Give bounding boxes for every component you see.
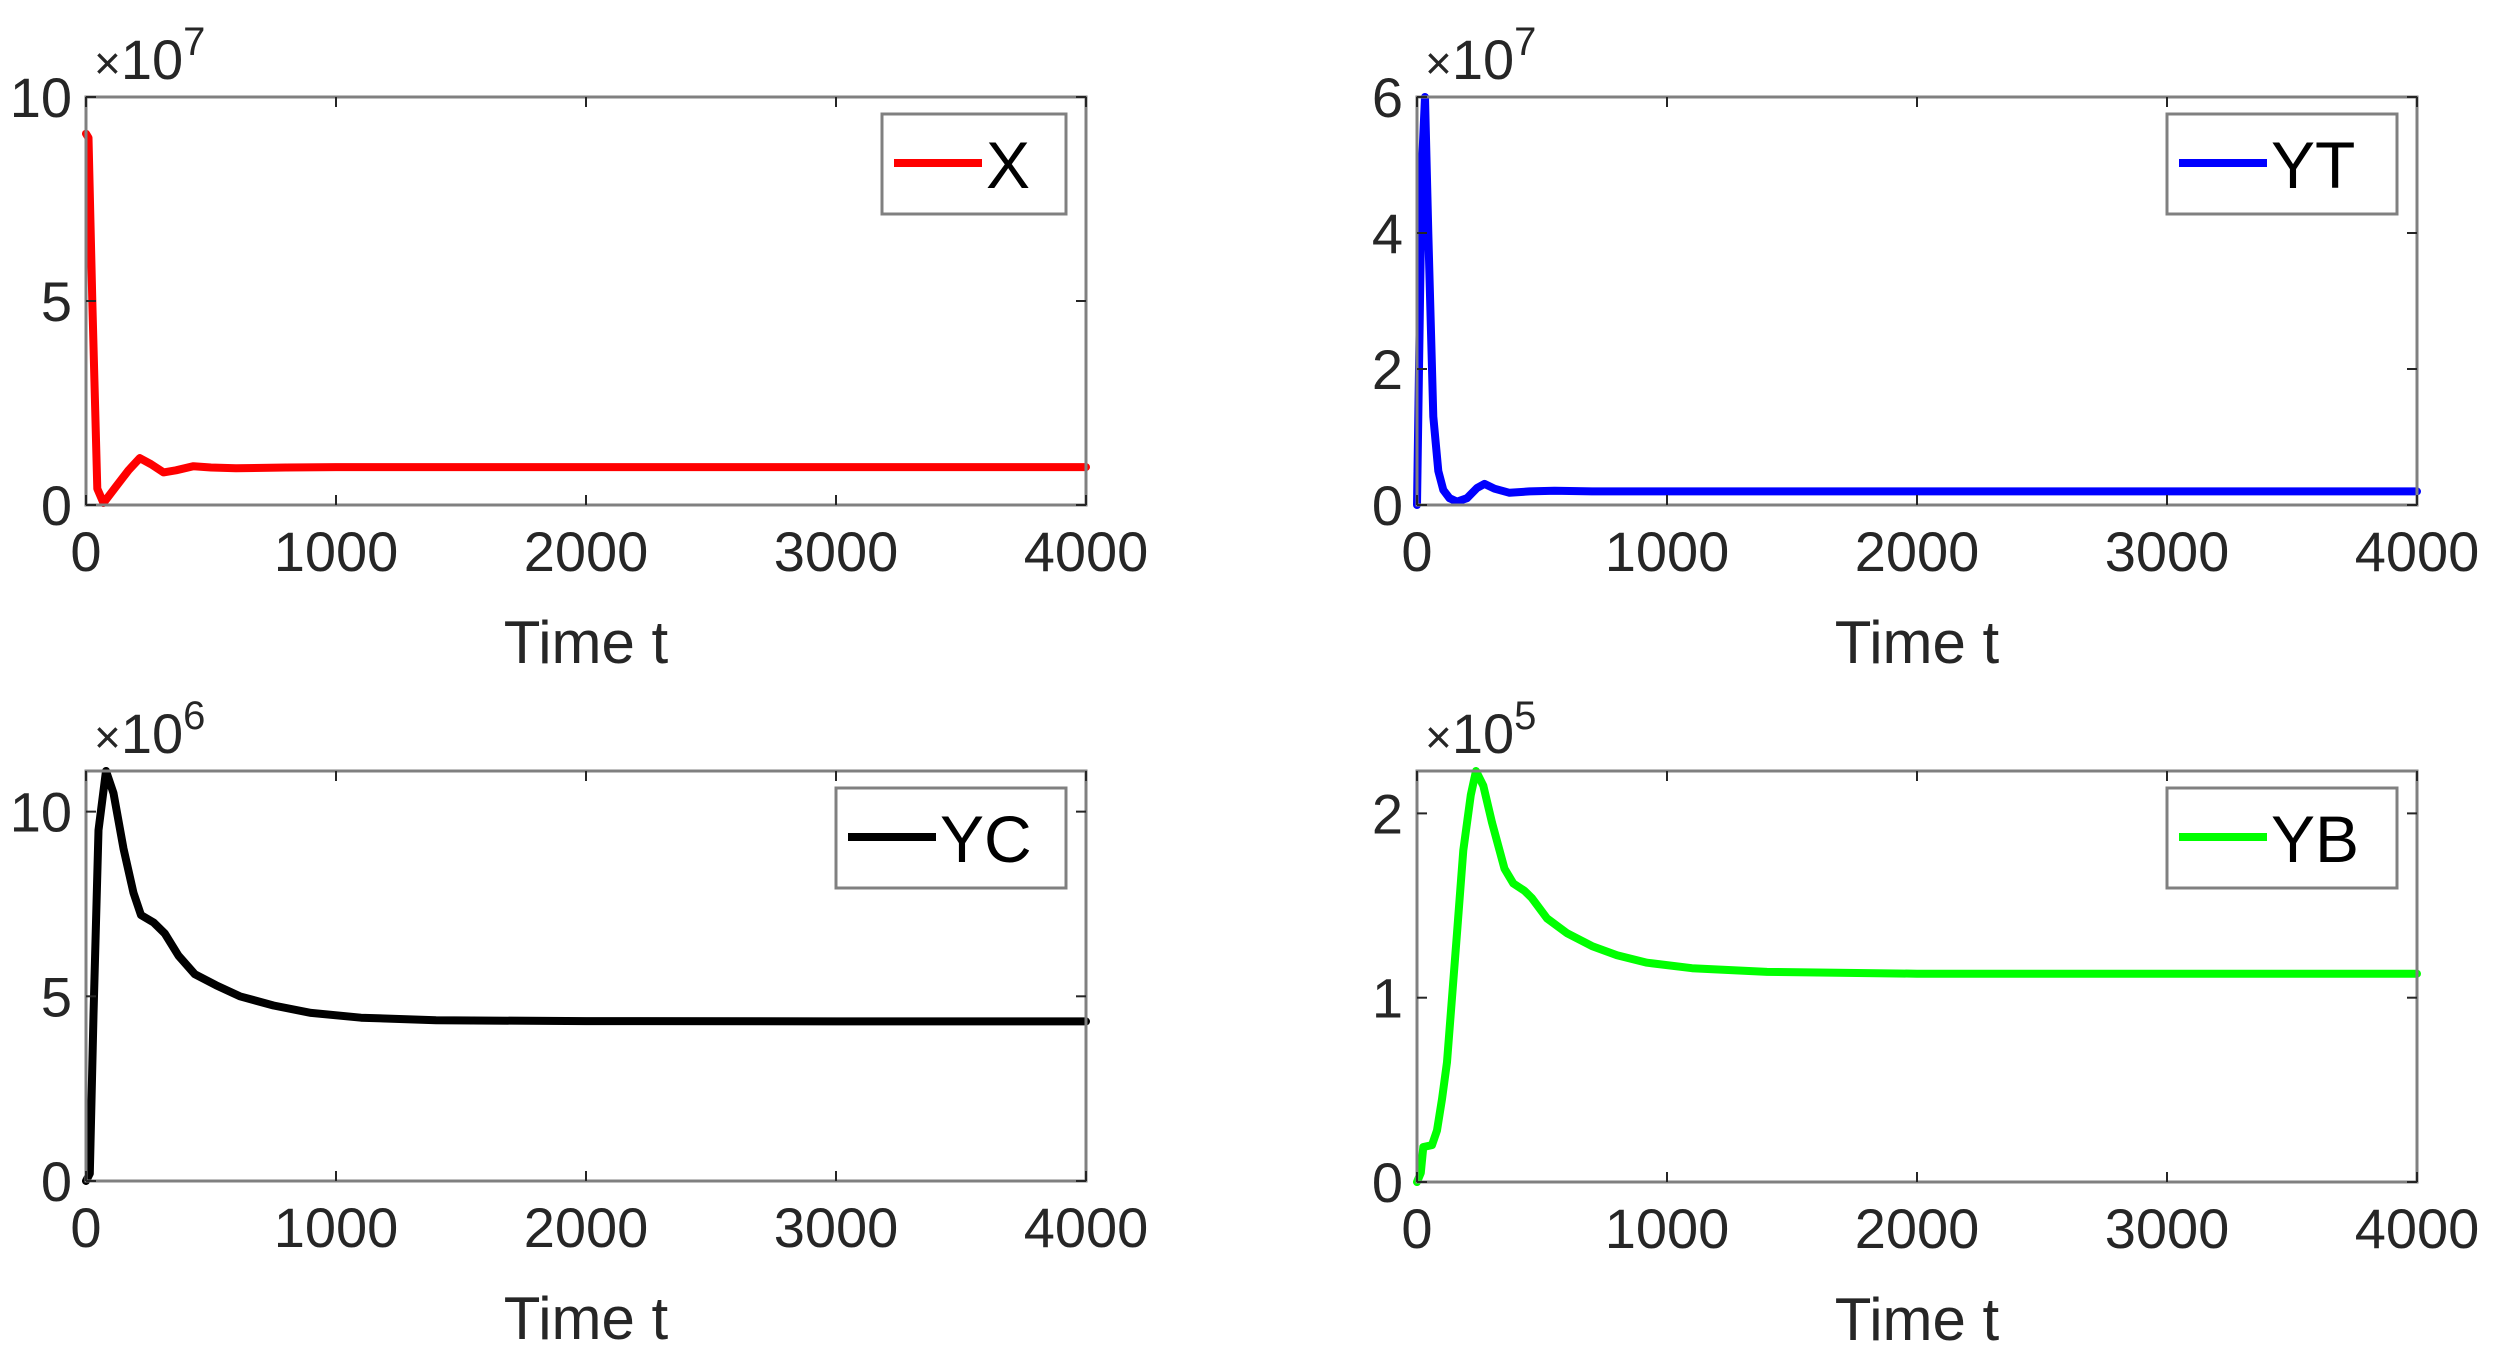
x-tick-label: 2000: [524, 1196, 649, 1259]
y-tick-label: 4: [1372, 202, 1403, 265]
y-tick-label: 10: [10, 66, 72, 129]
x-tick-label: 4000: [1024, 520, 1149, 583]
x-tick-label: 3000: [774, 520, 899, 583]
y-exponent-label: ×107: [94, 20, 205, 91]
y-tick-label: 2: [1372, 782, 1403, 845]
legend-label: YC: [940, 802, 1032, 876]
x-tick-label: 4000: [2355, 520, 2480, 583]
legend-label: YT: [2271, 128, 2355, 202]
x-tick-label: 3000: [2105, 1197, 2230, 1260]
subplot-yt: 0 1000 2000 3000 4000 0 2 4 6 ×107 Time t YT: [1372, 20, 2479, 676]
y-tick-label: 0: [1372, 1151, 1403, 1214]
x-tick-label: 3000: [774, 1196, 899, 1259]
series-line-x: [82, 129, 1090, 507]
y-tick-label: 5: [41, 270, 72, 333]
x-tick-label: 0: [70, 520, 101, 583]
x-tick-label: 0: [1401, 520, 1432, 583]
x-tick-label: 1000: [1605, 1197, 1730, 1260]
y-tick-label: 0: [41, 474, 72, 537]
legend[interactable]: X: [880, 112, 1068, 216]
legend-label: X: [986, 128, 1030, 202]
subplot-yc: 0 1000 2000 3000 4000 0 5 10 ×106 Time t YC: [10, 694, 1149, 1352]
legend[interactable]: YC: [834, 786, 1068, 890]
x-tick-label: 0: [1401, 1197, 1432, 1260]
y-tick-label: 2: [1372, 338, 1403, 401]
x-tick-label: 3000: [2105, 520, 2230, 583]
x-axis-label: Time t: [1835, 1286, 2000, 1353]
x-tick-label: 1000: [274, 520, 399, 583]
y-tick-label: 0: [1372, 474, 1403, 537]
x-tick-label: 1000: [274, 1196, 399, 1259]
series-line-yc: [82, 767, 1090, 1185]
legend[interactable]: YB: [2165, 786, 2399, 890]
subplot-x: 0 1000 2000 3000 4000 0 5 10 ×107 Time t X: [10, 20, 1149, 676]
legend[interactable]: YT: [2165, 112, 2399, 216]
y-tick-label: 5: [41, 965, 72, 1028]
x-tick-label: 0: [70, 1196, 101, 1259]
series-line-yt: [1413, 93, 2421, 509]
x-tick-label: 2000: [1855, 520, 1980, 583]
series-line-yb: [1413, 767, 2421, 1186]
x-tick-label: 2000: [1855, 1197, 1980, 1260]
x-tick-label: 4000: [1024, 1196, 1149, 1259]
x-tick-label: 2000: [524, 520, 649, 583]
y-tick-label: 6: [1372, 66, 1403, 129]
x-axis-label: Time t: [504, 1285, 669, 1352]
y-tick-label: 10: [10, 781, 72, 844]
x-axis-label: Time t: [504, 609, 669, 676]
y-exponent-label: ×107: [1425, 20, 1536, 91]
x-tick-label: 4000: [2355, 1197, 2480, 1260]
subplot-yb: 0 1000 2000 3000 4000 0 1 2 ×105 Time t YB: [1372, 694, 2479, 1353]
y-exponent-label: ×105: [1425, 694, 1536, 765]
legend-label: YB: [2271, 802, 2359, 876]
x-axis-label: Time t: [1835, 609, 2000, 676]
y-tick-label: 1: [1372, 967, 1403, 1030]
y-tick-label: 0: [41, 1150, 72, 1213]
x-tick-label: 1000: [1605, 520, 1730, 583]
y-exponent-label: ×106: [94, 694, 205, 765]
